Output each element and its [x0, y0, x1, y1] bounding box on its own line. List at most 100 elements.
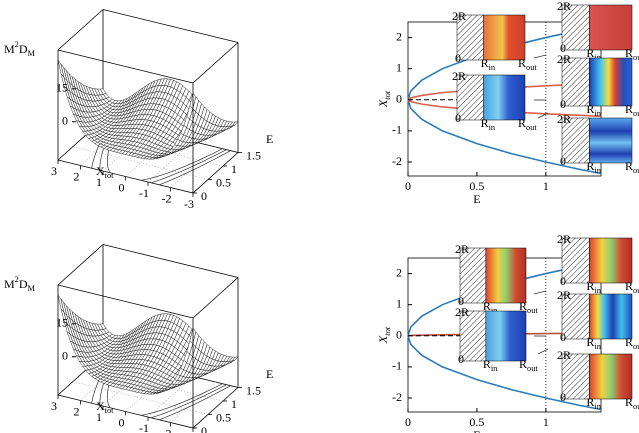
contour: [141, 148, 223, 181]
label-part: R: [625, 46, 633, 60]
label-part: R: [586, 279, 594, 293]
x-tick-label: 0: [405, 179, 411, 193]
floor-grid: [147, 376, 194, 418]
floor-grid: [72, 146, 209, 180]
label-part: R: [625, 159, 633, 173]
inset-hatch: [561, 237, 590, 284]
box-edge: [57, 9, 104, 51]
floor-grid: [72, 381, 209, 415]
contour: [151, 384, 227, 419]
x-tick-label: -1: [139, 421, 149, 433]
x-tick-label: 2: [74, 404, 80, 418]
label-part: M: [4, 277, 15, 291]
x-axis-label: Xtot: [96, 399, 114, 416]
floor-grid: [147, 141, 194, 183]
surface-mesh: [57, 59, 239, 160]
inset-label: 2R: [455, 305, 469, 319]
inset-label: 0: [455, 51, 461, 65]
inset-hatch: [561, 353, 590, 400]
x-tick-label: -1: [139, 186, 149, 200]
inset-label: 0: [458, 352, 464, 366]
y-tick-label: 0: [396, 328, 402, 342]
inset-label: Rout: [519, 299, 538, 316]
x-tick-label: -3: [184, 432, 194, 433]
y-tick-label: 2: [396, 265, 402, 279]
y-tick-label: 1: [231, 397, 237, 411]
label-part: R: [625, 395, 633, 409]
label-part: D: [19, 42, 28, 56]
x-tick-label: 0.5: [469, 179, 484, 193]
inset-label: Rout: [518, 56, 537, 73]
label-part: in: [594, 286, 601, 295]
x-tick-label: 3: [51, 164, 57, 178]
y-tick-label: 1.5: [246, 383, 261, 397]
y-tick-label: 0: [396, 92, 402, 106]
inset-hatch: [456, 74, 484, 121]
label-part: X: [376, 99, 390, 108]
box-edge: [102, 9, 239, 43]
inset-hatch: [459, 310, 487, 362]
pointer-arrow: [537, 348, 549, 355]
label-part: tot: [105, 171, 115, 180]
y-tick-label: -2: [392, 154, 402, 168]
inset-label: 2R: [452, 9, 466, 23]
label-part: out: [633, 342, 639, 351]
label-part: R: [586, 102, 594, 116]
label-part: tot: [105, 406, 115, 415]
label-part: X: [96, 164, 105, 178]
inset-field: [483, 74, 526, 121]
inset-field: [485, 247, 527, 304]
label-part: out: [526, 63, 537, 72]
inset-label: Rout: [625, 395, 639, 412]
inset-label: 0: [560, 274, 566, 288]
inset-label: Rout: [519, 357, 538, 374]
inset-hatch: [561, 293, 590, 340]
label-part: M: [28, 49, 36, 58]
x-tick-label: 1: [96, 410, 102, 424]
label-part: R: [586, 159, 594, 173]
label-part: M: [4, 42, 15, 56]
label-part: 2: [15, 275, 19, 284]
label-part: out: [633, 53, 639, 62]
label-part: out: [633, 166, 639, 175]
label-part: R: [586, 46, 594, 60]
y-tick-label: 1: [231, 162, 237, 176]
inset-label: 0: [560, 97, 566, 111]
y-tick-label: 2: [396, 29, 402, 43]
y-axis-label: Xtot: [376, 326, 393, 344]
contour: [159, 385, 231, 421]
x-tick-label: -2: [162, 426, 172, 433]
label-part: out: [633, 109, 639, 118]
x-axis-label: E: [473, 192, 480, 206]
z-tick-label: 0: [62, 349, 68, 363]
inset-label: 2R: [557, 348, 571, 362]
inset-label: Rin: [483, 357, 498, 374]
inset-label: Rout: [625, 102, 639, 119]
y-tick-label: 0: [201, 424, 207, 433]
x-tick-label: -2: [162, 191, 172, 205]
z-tick-label: 15: [56, 316, 68, 330]
inset-label: 2R: [557, 0, 571, 13]
inset-label: 0: [455, 111, 461, 125]
inset-hatch: [459, 247, 487, 304]
label-part: R: [519, 357, 527, 371]
inset-label: 2R: [557, 288, 571, 302]
label-part: in: [594, 402, 601, 411]
label-part: R: [483, 357, 491, 371]
inset-field: [589, 353, 633, 400]
x-tick-label: 1: [543, 179, 549, 193]
y-tick-label: 1: [396, 296, 402, 310]
label-part: in: [489, 63, 496, 72]
label-part: R: [625, 335, 633, 349]
label-part: R: [481, 56, 489, 70]
label-part: in: [594, 342, 601, 351]
surface-mesh: [57, 294, 239, 395]
inset-label: Rin: [481, 56, 496, 73]
